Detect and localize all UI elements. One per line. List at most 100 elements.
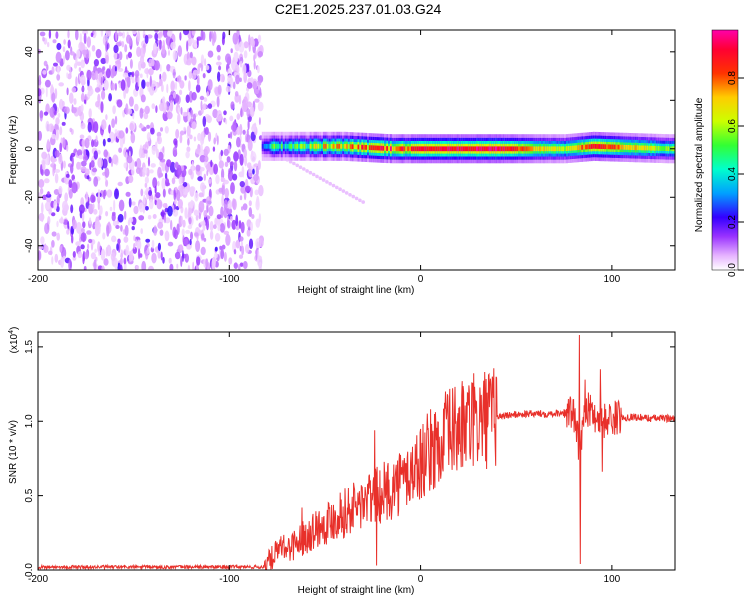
heatmap-cell [162, 96, 166, 104]
heatmap-cell [269, 143, 272, 149]
heatmap-cell [311, 172, 316, 177]
heatmap-cell [154, 32, 159, 41]
bottom-y-tick-label: 0.5 [24, 488, 35, 502]
heatmap-cell [118, 130, 125, 139]
heatmap-cell [45, 86, 48, 98]
heatmap-cell [222, 31, 226, 40]
heatmap-cell [162, 111, 169, 122]
heatmap-cell [491, 146, 494, 152]
heatmap-cell [140, 188, 144, 197]
heatmap-cell [151, 252, 157, 264]
heatmap-cell [61, 121, 66, 126]
heatmap-cell [63, 39, 66, 45]
heatmap-cell [44, 222, 50, 235]
heatmap-cell [213, 252, 218, 259]
heatmap-cell [133, 242, 136, 250]
heatmap-cell [617, 144, 620, 150]
heatmap-cell [330, 143, 333, 149]
heatmap-cell [153, 225, 158, 236]
heatmap-cell [158, 32, 163, 37]
heatmap-cell [157, 221, 164, 229]
heatmap-cell [587, 144, 590, 150]
heatmap-cell [346, 144, 349, 149]
heatmap-cell [238, 41, 245, 53]
heatmap-cell [141, 260, 147, 270]
heatmap-cell [217, 84, 222, 95]
heatmap-cell [510, 146, 513, 152]
heatmap-cell [435, 146, 438, 152]
heatmap-cell [146, 247, 150, 255]
snr-panel: -200 -100 0 100 0.0 0.5 1.0 1.5 Height of stra… [8, 327, 676, 596]
heatmap-cell [182, 219, 186, 228]
heatmap-cell [132, 112, 135, 120]
heatmap-cell [131, 201, 136, 206]
heatmap-cell [229, 216, 233, 221]
heatmap-cell [441, 146, 444, 152]
heatmap-cell [219, 223, 225, 233]
heatmap-cell [227, 199, 233, 210]
heatmap-cell [152, 214, 157, 219]
heatmap-cell [248, 172, 253, 177]
heatmap-cell [223, 199, 228, 210]
heatmap-cell [80, 232, 87, 243]
heatmap-cell [100, 248, 106, 261]
heatmap-cell [78, 162, 82, 170]
heatmap-cell [217, 224, 221, 232]
heatmap-cell [102, 189, 106, 200]
heatmap-cell [152, 177, 158, 189]
heatmap-cell [512, 146, 515, 152]
heatmap-cell [357, 144, 360, 150]
heatmap-cell [254, 88, 259, 95]
heatmap-cell [261, 143, 264, 149]
heatmap-cell [126, 54, 129, 60]
heatmap-cell [318, 176, 323, 180]
heatmap-cell [67, 30, 70, 39]
top-x-tick-label: -200 [28, 274, 48, 285]
heatmap-cell [170, 80, 175, 92]
heatmap-cell [313, 143, 316, 149]
heatmap-cell [131, 166, 135, 176]
heatmap-cell [139, 55, 145, 65]
heatmap-cell [588, 144, 591, 150]
heatmap-cell [75, 30, 79, 41]
heatmap-cell [82, 253, 85, 265]
heatmap-cell [147, 156, 151, 167]
heatmap-cell [112, 220, 119, 227]
heatmap-cell [182, 182, 188, 187]
heatmap-cell [546, 146, 549, 152]
heatmap-cell [128, 217, 134, 223]
heatmap-cell [81, 139, 86, 147]
heatmap-cell [171, 177, 176, 185]
heatmap-cell [168, 49, 170, 56]
heatmap-cell [102, 232, 106, 240]
heatmap-cell [124, 44, 128, 53]
heatmap-cell [170, 219, 173, 231]
heatmap-cell [227, 170, 234, 182]
heatmap-cell [257, 160, 261, 170]
heatmap-cell [70, 204, 74, 214]
heatmap-cell [159, 73, 162, 81]
heatmap-cell [225, 119, 228, 125]
heatmap-cell [148, 68, 154, 76]
heatmap-cell [98, 210, 102, 217]
heatmap-cell [191, 91, 197, 101]
heatmap-cell [485, 146, 488, 152]
heatmap-cell [97, 157, 103, 169]
heatmap-cell [180, 256, 183, 267]
heatmap-cell [615, 144, 618, 150]
heatmap-cell [317, 143, 320, 149]
heatmap-cell [224, 161, 229, 168]
heatmap-cell [101, 265, 105, 270]
colorbar-tick-label: 0.0 [727, 263, 738, 277]
heatmap-cell [162, 203, 168, 208]
heatmap-cell [424, 146, 427, 152]
heatmap-cell [203, 97, 208, 102]
heatmap-cell [42, 70, 47, 75]
heatmap-cell [397, 146, 400, 152]
heatmap-cell [182, 250, 184, 262]
heatmap-cell [66, 87, 69, 96]
heatmap-cell [120, 249, 124, 259]
heatmap-cell [326, 143, 329, 149]
heatmap-cell [462, 146, 465, 152]
heatmap-cell [72, 251, 76, 258]
